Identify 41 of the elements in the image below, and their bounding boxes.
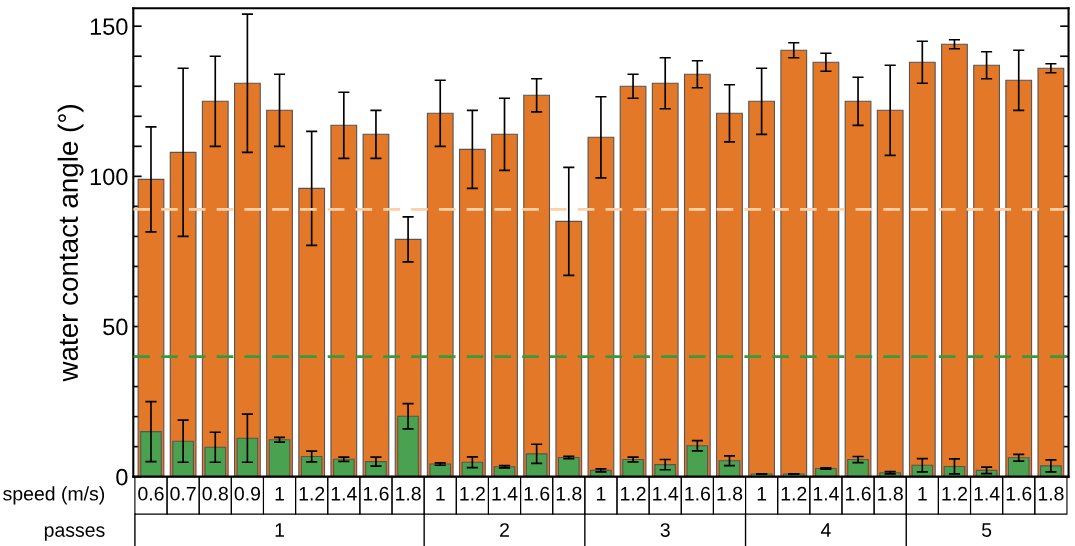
text: 4 xyxy=(820,523,831,537)
y-tick-label: 50 xyxy=(103,318,128,336)
x-tick-label: 1.8 xyxy=(396,486,421,501)
x-tick-label: 1.8 xyxy=(878,486,903,501)
x-tick-label: 1.2 xyxy=(621,486,646,501)
text: 3 xyxy=(660,523,670,537)
x-tick-label: 1 xyxy=(757,487,767,501)
y-tick-label: 150 xyxy=(90,18,128,35)
x-tick-label: 1.6 xyxy=(846,486,871,501)
x-tick-label: 1.6 xyxy=(524,486,550,501)
x-tick-label: 0.8 xyxy=(202,486,228,501)
x-tick-label: 1.6 xyxy=(363,486,389,501)
x-tick-label: 1.4 xyxy=(974,487,1000,501)
text: 5 xyxy=(981,523,992,537)
x-tick-label: 1.2 xyxy=(781,486,807,501)
x-axis-title: speed (m/s) xyxy=(3,486,105,505)
text: 1 xyxy=(275,523,284,537)
x-tick-label: 1.8 xyxy=(717,486,743,501)
x-tick-label: 1.4 xyxy=(331,487,357,501)
x-tick-label: 1.6 xyxy=(1006,486,1032,501)
text: passes xyxy=(44,526,105,541)
x-tick-label: 1.2 xyxy=(460,486,485,501)
x-tick-label: 1.2 xyxy=(299,486,325,501)
x-tick-label: 1.4 xyxy=(653,487,679,501)
x-tick-label: 1.2 xyxy=(942,486,967,501)
x-tick-label: 1 xyxy=(436,487,445,501)
y-axis-title: water contact angle (°) xyxy=(57,105,84,382)
text: 2 xyxy=(500,523,509,537)
x-tick-label: 0.9 xyxy=(234,486,260,501)
x-tick-label: 1 xyxy=(597,487,606,501)
x-tick-label: 1.4 xyxy=(813,487,839,501)
x-tick-label: 0.6 xyxy=(138,486,164,501)
x-tick-label: 1 xyxy=(275,487,284,501)
x-tick-label: 1.8 xyxy=(556,486,582,501)
x-tick-label: 1.6 xyxy=(685,486,710,501)
y-tick-label: 100 xyxy=(90,168,128,186)
y-tick-label: 0 xyxy=(116,468,128,486)
x-tick-label: 1.8 xyxy=(1038,486,1064,501)
x-tick-label: 0.7 xyxy=(170,486,196,501)
x-tick-label: 1 xyxy=(918,487,927,501)
x-tick-label: 1.4 xyxy=(492,487,518,501)
